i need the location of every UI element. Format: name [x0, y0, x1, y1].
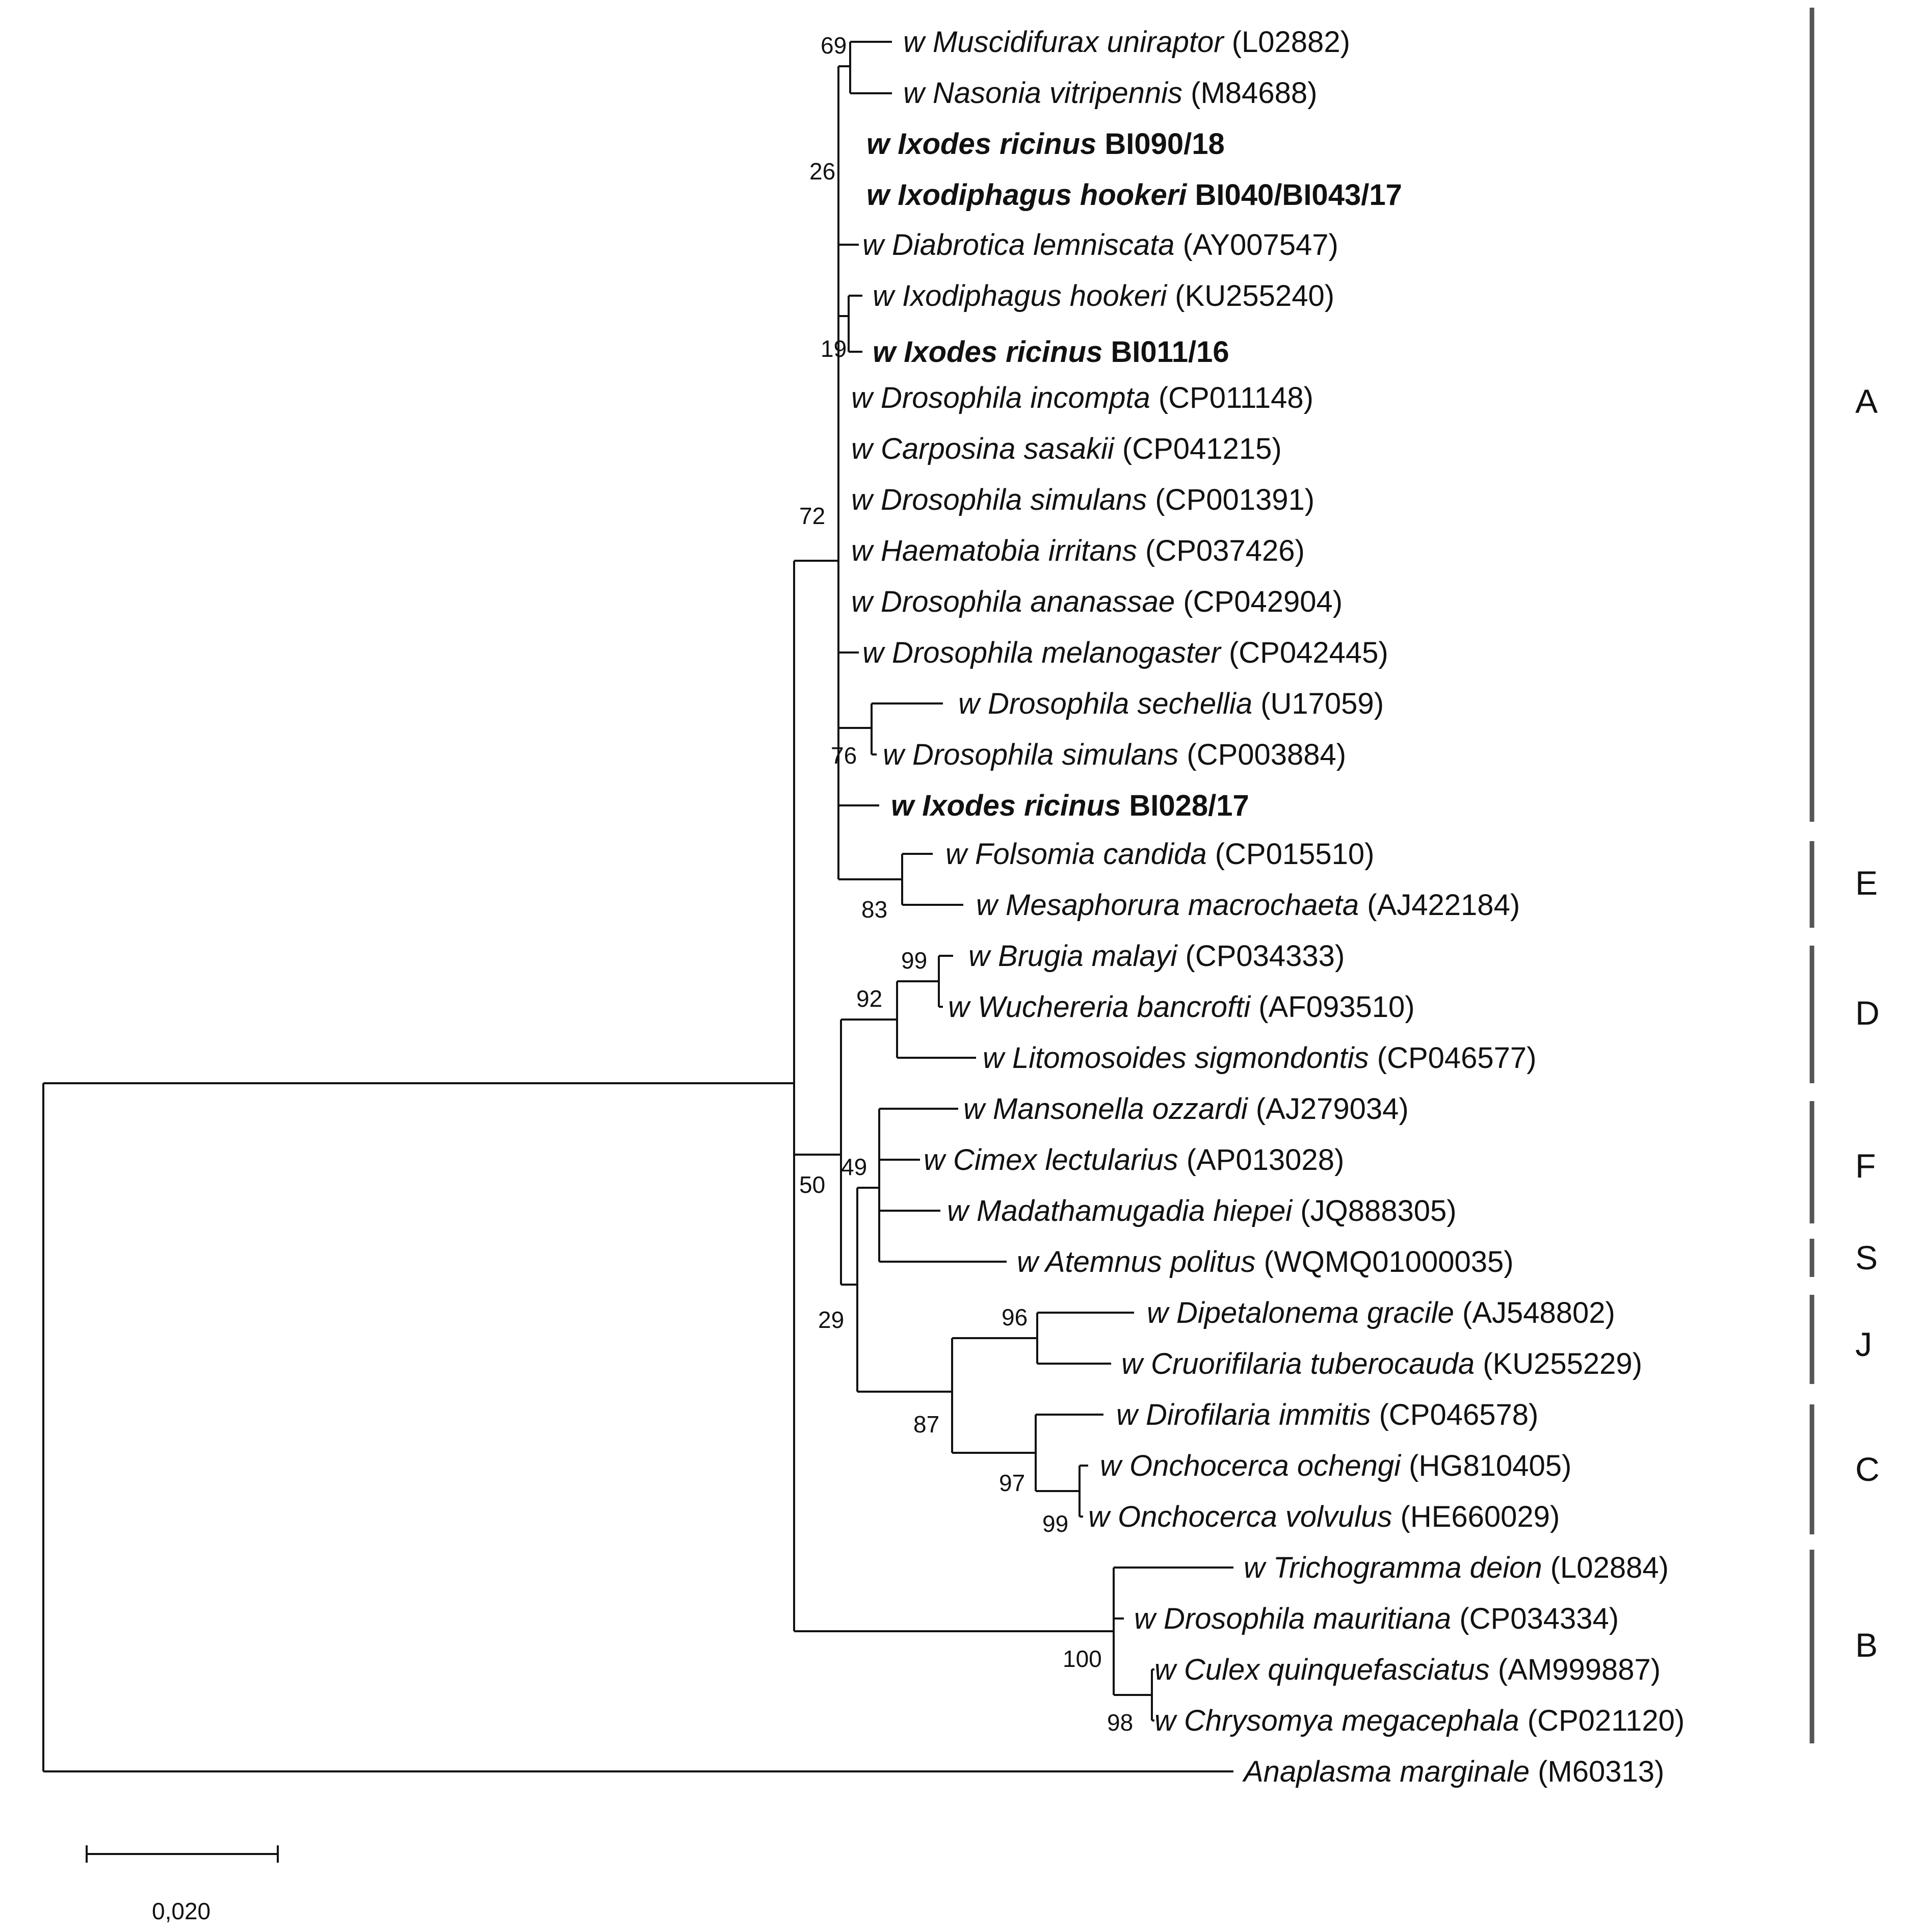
clade-label: J [1855, 1325, 1872, 1363]
taxon-label: w Carposina sasakii (CP041215) [851, 432, 1282, 465]
taxon-label: w Atemnus politus (WQMQ01000035) [1017, 1245, 1514, 1278]
scale-bar: 0,020 [86, 1845, 279, 1924]
bootstrap-value: 99 [901, 947, 927, 974]
clade-label: E [1855, 864, 1878, 902]
taxon-label: w Trichogramma deion (L02884) [1244, 1551, 1669, 1584]
bootstrap-value: 69 [821, 32, 847, 59]
bootstrap-value: 97 [999, 1470, 1025, 1496]
taxon-label: w Nasonia vitripennis (M84688) [903, 76, 1317, 110]
bootstrap-values: 69 26 19 72 76 83 99 92 49 50 29 96 87 9… [799, 32, 1133, 1736]
clade-label: A [1855, 382, 1878, 420]
taxon-label: w Culex quinquefasciatus (AM999887) [1154, 1653, 1661, 1686]
clade-letters: A E D F S J C B [1855, 382, 1880, 1664]
taxon-label-highlighted: w Ixodiphagus hookeri BI040/BI043/17 [866, 178, 1402, 212]
taxon-label: w Onchocerca ochengi (HG810405) [1100, 1449, 1571, 1482]
taxon-label: w Chrysomya megacephala (CP021120) [1154, 1704, 1685, 1737]
bootstrap-value: 19 [821, 335, 847, 362]
bootstrap-value: 29 [818, 1307, 844, 1333]
bootstrap-value: 72 [799, 503, 825, 529]
bootstrap-value: 76 [831, 742, 857, 769]
taxon-label: w Diabrotica lemniscata (AY007547) [862, 228, 1338, 262]
bootstrap-value: 50 [799, 1171, 825, 1198]
bootstrap-value: 92 [856, 985, 882, 1012]
taxon-label: w Mesaphorura macrochaeta (AJ422184) [976, 889, 1520, 922]
taxon-label-highlighted: w Ixodes ricinus BI090/18 [866, 127, 1225, 161]
bootstrap-value: 96 [1002, 1304, 1028, 1330]
taxon-label-highlighted: w Ixodes ricinus BI011/16 [873, 335, 1229, 369]
clade-label: D [1855, 994, 1880, 1032]
taxon-label: w Dirofilaria immitis (CP046578) [1116, 1398, 1538, 1431]
taxon-label: w Cruorifilaria tuberocauda (KU255229) [1121, 1347, 1642, 1380]
clade-label: B [1855, 1626, 1878, 1664]
taxon-label: w Drosophila ananassae (CP042904) [851, 585, 1343, 618]
taxon-label: w Mansonella ozzardi (AJ279034) [963, 1092, 1409, 1126]
bootstrap-value: 87 [913, 1411, 939, 1438]
bootstrap-value: 100 [1063, 1646, 1102, 1672]
taxon-label: w Muscidifurax uniraptor (L02882) [903, 25, 1350, 59]
bootstrap-value: 98 [1107, 1709, 1133, 1736]
taxon-label: w Litomosoides sigmondontis (CP046577) [983, 1041, 1537, 1075]
taxon-label: w Brugia malayi (CP034333) [968, 939, 1345, 973]
clade-label: F [1855, 1147, 1876, 1185]
scale-label: 0,020 [152, 1898, 211, 1924]
clade-label: S [1855, 1239, 1878, 1276]
taxon-label: w Drosophila simulans (CP001391) [851, 483, 1314, 516]
taxon-label: w Drosophila sechellia (U17059) [958, 687, 1384, 720]
taxon-label: w Wuchereria bancrofti (AF093510) [948, 990, 1415, 1024]
taxon-label: w Drosophila mauritiana (CP034334) [1134, 1602, 1619, 1635]
taxon-label: w Folsomia candida (CP015510) [945, 838, 1374, 871]
clade-label: C [1855, 1450, 1880, 1488]
taxon-label: w Madathamugadia hiepei (JQ888305) [947, 1194, 1457, 1228]
taxon-label: w Cimex lectularius (AP013028) [924, 1143, 1344, 1177]
taxon-label: w Drosophila melanogaster (CP042445) [862, 636, 1388, 669]
taxon-label-outgroup: Anaplasma marginale (M60313) [1242, 1755, 1664, 1788]
tree-branches [42, 41, 1233, 1772]
taxon-label: w Onchocerca volvulus (HE660029) [1088, 1500, 1560, 1533]
taxon-label: w Haematobia irritans (CP037426) [851, 534, 1305, 567]
bootstrap-value: 83 [861, 896, 887, 923]
taxon-label: w Dipetalonema gracile (AJ548802) [1147, 1296, 1615, 1329]
taxon-label: w Drosophila incompta (CP011148) [851, 381, 1313, 414]
taxon-labels: w Muscidifurax uniraptor (L02882) w Naso… [851, 25, 1685, 1788]
bootstrap-value: 49 [841, 1154, 867, 1180]
bootstrap-value: 26 [809, 158, 835, 185]
taxon-label: w Ixodiphagus hookeri (KU255240) [873, 279, 1334, 312]
taxon-label-highlighted: w Ixodes ricinus BI028/17 [891, 789, 1249, 822]
bootstrap-value: 99 [1042, 1510, 1068, 1537]
taxon-label: w Drosophila simulans (CP003884) [883, 738, 1346, 771]
